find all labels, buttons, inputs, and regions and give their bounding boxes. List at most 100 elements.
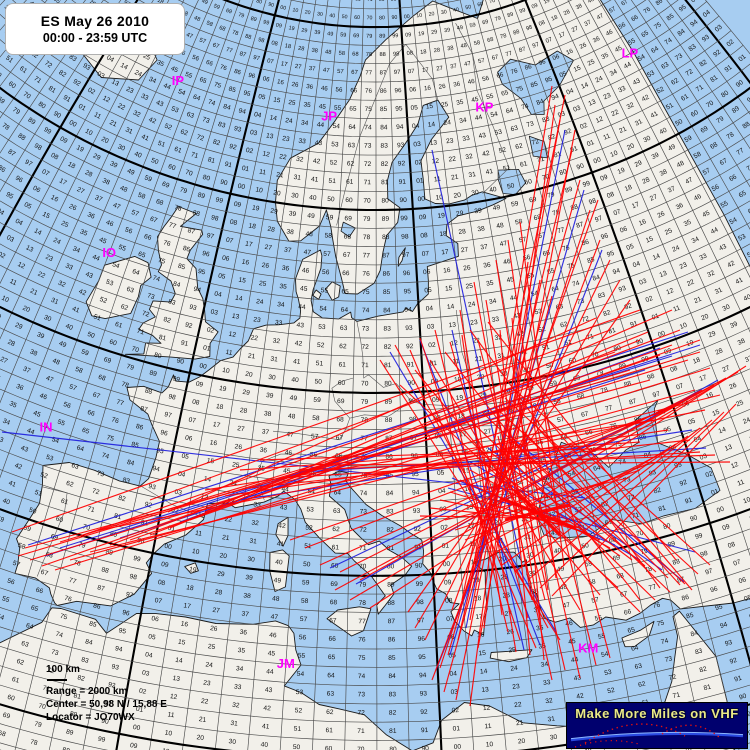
svg-text:53: 53 [170,105,180,114]
svg-text:98: 98 [257,37,265,44]
svg-text:48: 48 [288,413,296,421]
svg-text:49: 49 [307,212,315,220]
svg-text:61: 61 [346,179,354,186]
svg-text:11: 11 [672,304,681,313]
svg-text:08: 08 [727,541,736,550]
svg-text:03: 03 [699,453,709,462]
svg-text:55: 55 [117,244,127,253]
svg-text:21: 21 [516,719,524,727]
svg-text:54: 54 [0,613,5,622]
svg-text:87: 87 [382,252,390,259]
svg-text:70: 70 [361,380,369,387]
svg-text:70: 70 [357,746,365,750]
svg-text:80: 80 [720,89,730,99]
svg-text:34: 34 [489,298,498,306]
svg-text:84: 84 [388,673,396,680]
svg-text:74: 74 [55,631,64,640]
svg-text:37: 37 [22,366,32,375]
mmmonvhf-banner[interactable]: Make More Miles on VHF [566,702,748,749]
svg-text:98: 98 [646,373,655,382]
map-title-box: ES May 26 2010 00:00 - 23:59 UTC [5,3,185,55]
svg-text:65: 65 [640,29,650,39]
svg-text:63: 63 [70,462,79,471]
svg-text:39: 39 [109,160,119,169]
svg-text:76: 76 [365,88,373,95]
svg-text:90: 90 [421,745,429,750]
svg-text:68: 68 [0,730,7,739]
svg-text:70: 70 [705,99,715,109]
svg-text:54: 54 [637,53,647,63]
svg-text:34: 34 [691,236,701,246]
svg-text:27: 27 [212,607,221,615]
svg-text:68: 68 [97,374,106,383]
svg-text:68: 68 [576,393,585,402]
svg-text:22: 22 [610,109,620,119]
svg-text:60: 60 [55,515,64,524]
svg-text:54: 54 [307,488,315,495]
svg-text:48: 48 [325,49,332,56]
svg-text:93: 93 [82,62,92,72]
svg-text:54: 54 [297,671,305,678]
svg-text:41: 41 [311,176,319,184]
svg-text:60: 60 [524,178,533,187]
svg-text:23: 23 [282,135,291,143]
svg-text:89: 89 [197,192,206,201]
svg-text:87: 87 [97,584,106,593]
svg-text:12: 12 [467,522,475,530]
svg-text:05: 05 [743,594,750,603]
svg-text:51: 51 [502,164,511,172]
svg-text:87: 87 [575,221,584,230]
svg-text:97: 97 [705,568,714,577]
svg-text:84: 84 [592,274,601,283]
svg-text:46: 46 [105,219,115,228]
svg-text:66: 66 [630,13,640,23]
svg-text:70: 70 [367,15,373,21]
svg-text:56: 56 [522,254,531,262]
svg-text:62: 62 [347,160,355,167]
svg-text:49: 49 [492,204,501,212]
svg-text:34: 34 [235,665,243,673]
svg-text:53: 53 [534,308,543,316]
svg-text:10: 10 [609,150,619,159]
banner-art [570,723,744,748]
svg-text:44: 44 [316,121,324,129]
svg-text:31: 31 [249,538,257,546]
svg-text:59: 59 [213,3,221,11]
svg-text:57: 57 [12,560,21,569]
svg-text:50: 50 [342,14,348,20]
svg-text:60: 60 [325,745,333,750]
svg-text:02: 02 [705,470,715,479]
svg-text:43: 43 [155,99,165,108]
svg-text:25: 25 [60,220,70,230]
svg-text:86: 86 [0,164,7,174]
svg-text:06: 06 [447,634,455,641]
svg-text:67: 67 [149,216,158,225]
svg-text:15: 15 [177,639,186,647]
svg-text:21: 21 [276,171,285,179]
svg-text:06: 06 [738,576,747,585]
svg-text:93: 93 [189,304,198,313]
svg-text:35: 35 [8,400,18,409]
svg-text:65: 65 [341,288,349,295]
svg-text:73: 73 [622,476,631,485]
svg-text:26: 26 [68,203,78,213]
svg-text:04: 04 [749,612,750,621]
svg-text:94: 94 [396,124,404,131]
svg-text:69: 69 [103,356,112,365]
svg-text:22: 22 [37,271,47,281]
svg-text:07: 07 [733,559,742,568]
svg-text:60: 60 [354,15,360,21]
svg-text:40: 40 [658,127,668,137]
svg-text:42: 42 [78,288,88,297]
svg-text:91: 91 [140,519,149,528]
map-title-time-range: 00:00 - 23:59 UTC [43,31,147,45]
svg-text:15: 15 [273,96,282,104]
svg-text:96: 96 [411,453,419,460]
svg-text:28: 28 [267,226,276,234]
svg-text:51: 51 [4,55,14,65]
svg-text:90: 90 [735,79,745,89]
svg-text:43: 43 [632,77,642,87]
svg-text:04: 04 [14,218,24,228]
svg-text:00: 00 [454,744,462,750]
